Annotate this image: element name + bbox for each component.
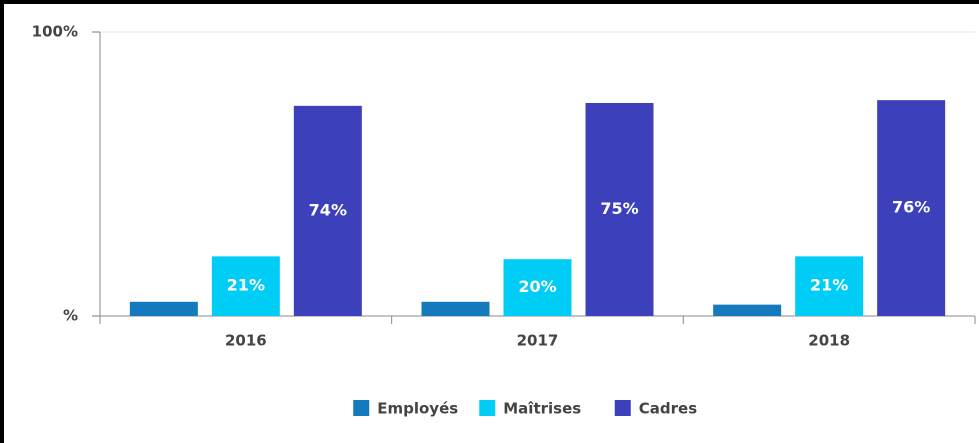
bar [211, 256, 280, 316]
y-tick-label: 100% [32, 23, 78, 41]
legend-swatch [614, 400, 631, 416]
bar [713, 304, 782, 316]
x-tick-label: 2016 [225, 332, 267, 350]
bar [129, 301, 198, 316]
data-label: 20% [518, 277, 556, 296]
legend-swatch [479, 400, 496, 416]
y-tick-label: % [63, 307, 78, 325]
legend-swatch [353, 400, 370, 416]
bar [293, 105, 362, 316]
bar [503, 259, 572, 316]
data-label: 21% [810, 276, 848, 295]
legend-label: Cadres [639, 400, 697, 418]
bar [795, 256, 864, 316]
data-label: 21% [227, 276, 265, 295]
bar [585, 103, 654, 316]
legend-label: Maîtrises [503, 400, 581, 418]
data-label: 76% [892, 198, 930, 217]
bar [421, 301, 490, 316]
bar [877, 100, 946, 316]
data-label: 74% [309, 200, 347, 219]
x-tick-label: 2017 [517, 332, 559, 350]
legend-label: Employés [377, 400, 458, 418]
x-tick-label: 2018 [808, 332, 850, 350]
data-label: 75% [600, 199, 638, 218]
